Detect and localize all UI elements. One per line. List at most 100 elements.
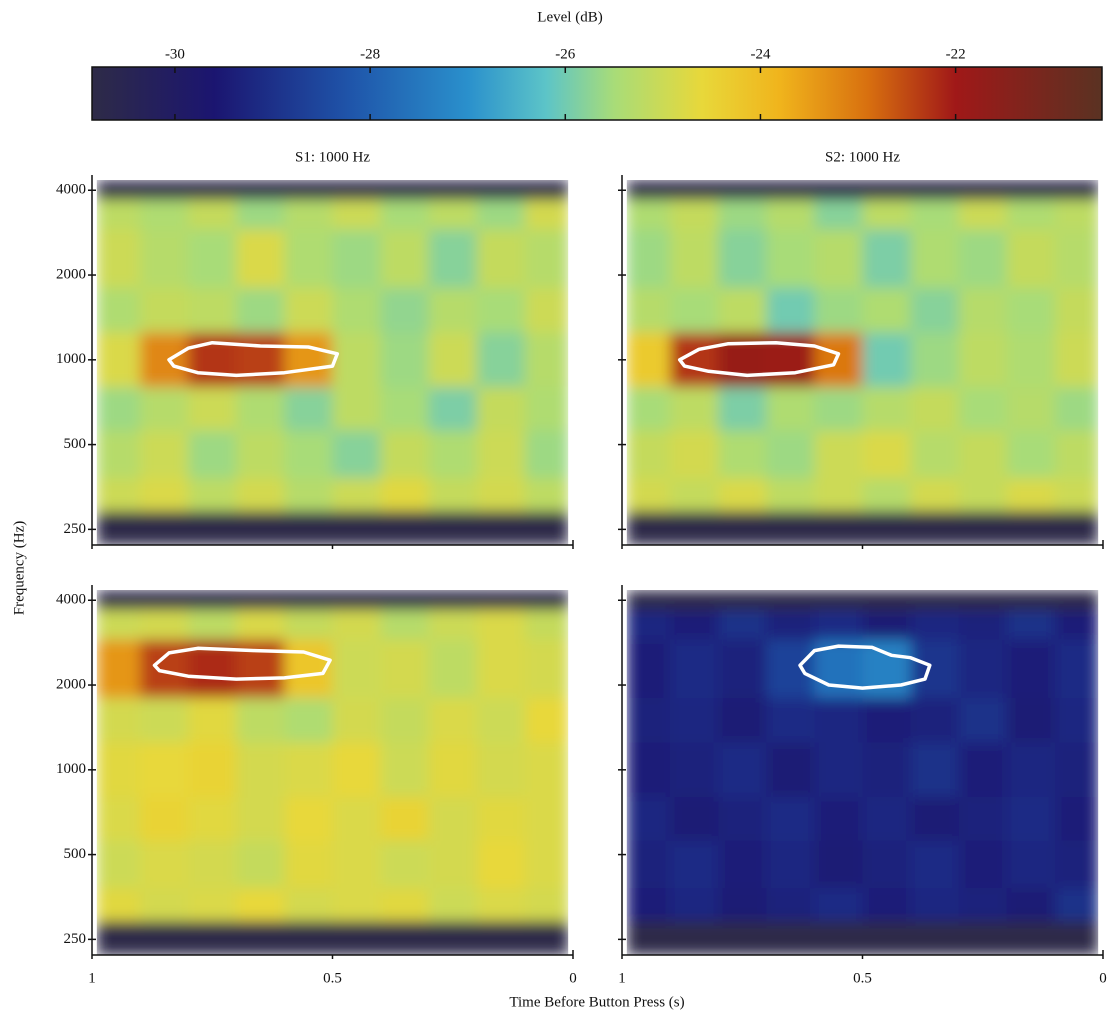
heatmap-cell	[188, 921, 237, 955]
heatmap-cell	[381, 640, 430, 699]
heatmap-cell	[477, 288, 526, 333]
heatmap	[627, 590, 1099, 956]
heatmap-cell	[97, 431, 141, 479]
heatmap-cell	[627, 797, 671, 841]
heatmap-cell	[284, 698, 333, 743]
colorbar-title: Level (dB)	[537, 9, 602, 25]
heatmap-cell	[1055, 333, 1099, 388]
heatmap-cell	[959, 333, 1008, 388]
heatmap-cell	[236, 841, 285, 889]
heatmap-cell	[959, 888, 1008, 922]
heatmap-cell	[718, 288, 767, 333]
heatmap-cell	[959, 180, 1008, 200]
heatmap-cell	[97, 610, 141, 640]
heatmap-cell	[333, 797, 382, 841]
heatmap-cell	[140, 743, 189, 798]
heatmap-cell	[911, 431, 960, 479]
heatmap-cell	[814, 431, 863, 479]
heatmap-cell	[814, 230, 863, 289]
heatmap-cell	[766, 797, 815, 841]
heatmap-cell	[97, 797, 141, 841]
heatmap-cell	[333, 698, 382, 743]
heatmap-cell	[766, 288, 815, 333]
heatmap-cell	[718, 640, 767, 699]
heatmap-cell	[627, 180, 671, 200]
heatmap-cell	[236, 698, 285, 743]
heatmap-cell	[284, 431, 333, 479]
heatmap-cell	[863, 610, 912, 640]
heatmap-cell	[718, 743, 767, 798]
heatmap-cell	[97, 200, 141, 230]
heatmap-cell	[188, 698, 237, 743]
heatmap-cell	[670, 200, 719, 230]
heatmap-cell	[429, 640, 478, 699]
heatmap-cell	[97, 921, 141, 955]
heatmap-cell	[381, 431, 430, 479]
heatmap-cell	[670, 180, 719, 200]
heatmap-cell	[911, 797, 960, 841]
heatmap-cell	[333, 921, 382, 955]
heatmap-cell	[429, 888, 478, 922]
colorbar	[92, 67, 1102, 120]
heatmap-cell	[1007, 511, 1056, 545]
heatmap-cell	[333, 431, 382, 479]
heatmap-cell	[236, 511, 285, 545]
heatmap-cell	[97, 288, 141, 333]
heatmap-cell	[97, 478, 141, 512]
heatmap-cell	[381, 230, 430, 289]
heatmap-cell	[1007, 698, 1056, 743]
heatmap-cell	[670, 743, 719, 798]
heatmap-cell	[911, 478, 960, 512]
heatmap-cell	[863, 590, 912, 610]
heatmap-cell	[911, 230, 960, 289]
heatmap-cell	[959, 200, 1008, 230]
heatmap-cell	[718, 230, 767, 289]
heatmap-cell	[525, 797, 569, 841]
heatmap-cell	[97, 841, 141, 889]
heatmap-cell	[1007, 230, 1056, 289]
heatmap-cell	[863, 230, 912, 289]
heatmap-cell	[236, 333, 285, 388]
heatmap-cell	[670, 797, 719, 841]
heatmap-cell	[236, 797, 285, 841]
heatmap-cell	[1007, 478, 1056, 512]
heatmap-cell	[188, 888, 237, 922]
y-axis-label: Frequency (Hz)	[11, 521, 27, 616]
heatmap-cell	[670, 640, 719, 699]
heatmap-cell	[718, 921, 767, 955]
heatmap-cell	[1055, 841, 1099, 889]
heatmap-cell	[97, 698, 141, 743]
heatmap-cell	[670, 698, 719, 743]
heatmap-cell	[959, 610, 1008, 640]
heatmap-cell	[670, 888, 719, 922]
heatmap-cell	[477, 888, 526, 922]
x-tick-label: 1	[618, 970, 626, 986]
heatmap-cell	[670, 841, 719, 889]
heatmap-cell	[627, 431, 671, 479]
heatmap-cell	[188, 511, 237, 545]
heatmap-cell	[525, 230, 569, 289]
heatmap-cell	[525, 478, 569, 512]
heatmap-cell	[766, 921, 815, 955]
heatmap-cell	[284, 888, 333, 922]
heatmap-cell	[381, 288, 430, 333]
heatmap-cell	[1007, 200, 1056, 230]
heatmap-cell	[188, 610, 237, 640]
heatmap-cell	[670, 431, 719, 479]
heatmap-cell	[959, 640, 1008, 699]
heatmap-cell	[1055, 431, 1099, 479]
heatmap-cell	[911, 640, 960, 699]
heatmap-cell	[333, 180, 382, 200]
heatmap-cell	[284, 511, 333, 545]
heatmap-cell	[959, 431, 1008, 479]
heatmap-cell	[97, 590, 141, 610]
heatmap-cell	[718, 200, 767, 230]
heatmap-cell	[140, 230, 189, 289]
heatmap-cell	[333, 478, 382, 512]
heatmap-cell	[911, 180, 960, 200]
heatmap-cell	[1007, 333, 1056, 388]
colorbar-tick-label: -22	[946, 46, 966, 62]
heatmap-cell	[284, 921, 333, 955]
heatmap-cell	[1007, 590, 1056, 610]
